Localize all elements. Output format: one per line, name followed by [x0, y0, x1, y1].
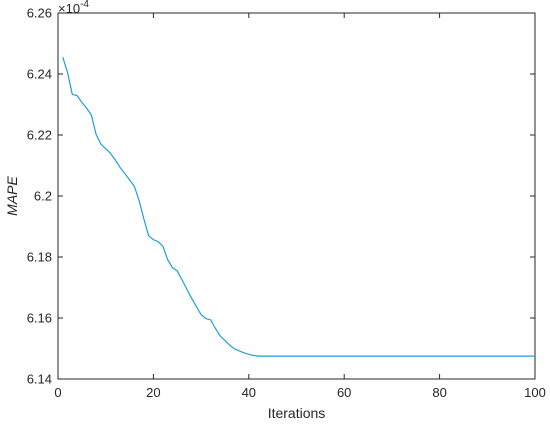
x-tick-label: 80	[432, 385, 446, 400]
y-axis-multiplier: ×10-4	[58, 0, 89, 16]
y-axis: 6.14 6.16 6.18 6.2 6.22 6.24 6.26	[27, 6, 535, 387]
x-axis-title: Iterations	[268, 405, 326, 421]
y-tick-label: 6.16	[27, 311, 52, 326]
y-tick-label: 6.26	[27, 6, 52, 21]
x-tick-label: 40	[242, 385, 256, 400]
y-multiplier-exponent: -4	[80, 0, 89, 10]
y-axis-title: MAPE	[4, 176, 20, 216]
x-tick-label: 60	[337, 385, 351, 400]
x-tick-label: 20	[146, 385, 160, 400]
x-axis: 0 20 40 60 80 100	[54, 13, 546, 400]
series-line-mape	[62, 57, 535, 357]
y-tick-label: 6.22	[27, 128, 52, 143]
y-tick-label: 6.18	[27, 250, 52, 265]
y-tick-label: 6.2	[34, 189, 52, 204]
x-tick-label: 0	[54, 385, 61, 400]
y-tick-label: 6.24	[27, 67, 52, 82]
x-tick-label: 100	[524, 385, 546, 400]
y-multiplier-base: ×10	[58, 1, 80, 16]
y-tick-label: 6.14	[27, 372, 52, 387]
plot-area-frame	[57, 12, 536, 380]
